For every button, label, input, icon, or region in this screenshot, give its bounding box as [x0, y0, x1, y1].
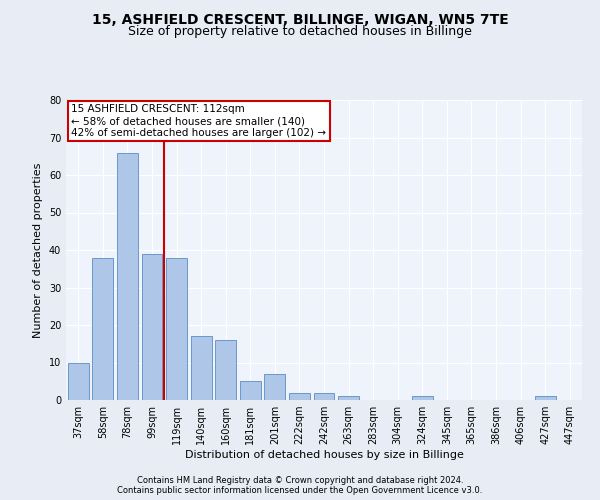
Bar — [142, 254, 163, 400]
Y-axis label: Number of detached properties: Number of detached properties — [33, 162, 43, 338]
Text: Contains public sector information licensed under the Open Government Licence v3: Contains public sector information licen… — [118, 486, 482, 495]
Bar — [92, 258, 113, 400]
Bar — [314, 392, 334, 400]
Text: Size of property relative to detached houses in Billinge: Size of property relative to detached ho… — [128, 25, 472, 38]
Bar — [338, 396, 359, 400]
X-axis label: Distribution of detached houses by size in Billinge: Distribution of detached houses by size … — [185, 450, 463, 460]
Bar — [215, 340, 236, 400]
Bar — [68, 362, 89, 400]
Bar — [289, 392, 310, 400]
Text: 15, ASHFIELD CRESCENT, BILLINGE, WIGAN, WN5 7TE: 15, ASHFIELD CRESCENT, BILLINGE, WIGAN, … — [92, 12, 508, 26]
Bar — [166, 258, 187, 400]
Bar — [265, 374, 286, 400]
Bar — [191, 336, 212, 400]
Bar — [117, 152, 138, 400]
Bar — [535, 396, 556, 400]
Text: 15 ASHFIELD CRESCENT: 112sqm
← 58% of detached houses are smaller (140)
42% of s: 15 ASHFIELD CRESCENT: 112sqm ← 58% of de… — [71, 104, 326, 138]
Bar — [240, 381, 261, 400]
Bar — [412, 396, 433, 400]
Text: Contains HM Land Registry data © Crown copyright and database right 2024.: Contains HM Land Registry data © Crown c… — [137, 476, 463, 485]
